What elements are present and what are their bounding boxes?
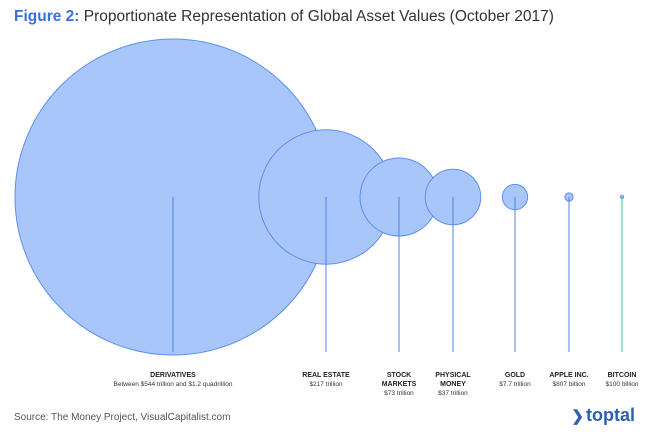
logo-icon: ❯	[571, 408, 584, 425]
category-label: REAL ESTATE	[302, 372, 350, 379]
category-label: BITCOIN	[607, 372, 637, 379]
title-label: Figure 2:	[14, 8, 80, 25]
value-label: Between $544 trillion and $1.2 quadrilli…	[113, 381, 233, 388]
category-label: GOLD	[504, 372, 526, 379]
logo-text: toptal	[586, 405, 635, 425]
category-label: STOCK MARKETS	[381, 372, 417, 388]
value-label: $100 billion	[605, 381, 639, 388]
bubble-label: STOCK MARKETS $73 trillion	[379, 371, 419, 398]
bubble-label: APPLE INC. $807 billion	[547, 371, 591, 389]
bubble-label: GOLD $7.7 trillion	[495, 371, 535, 389]
value-label: $217 trillion	[309, 381, 343, 388]
bubble-label: REAL ESTATE $217 trillion	[296, 371, 356, 389]
category-label: APPLE INC.	[549, 372, 589, 379]
category-label: PHYSICAL MONEY	[435, 372, 471, 388]
bubble-label: DERIVATIVES Between $544 trillion and $1.…	[98, 371, 248, 389]
title: Figure 2: Proportionate Representation o…	[14, 8, 554, 26]
bubble-label: BITCOIN $100 billion	[602, 371, 642, 389]
value-label: $7.7 trillion	[499, 381, 531, 388]
value-label: $807 billion	[552, 381, 586, 388]
logo: ❯ toptal	[571, 405, 635, 426]
title-text: Proportionate Representation of Global A…	[83, 8, 554, 25]
value-label: $37 trillion	[438, 390, 468, 397]
value-label: $73 trillion	[384, 390, 414, 397]
bubble-label: PHYSICAL MONEY $37 trillion	[428, 371, 478, 398]
category-label: DERIVATIVES	[150, 372, 196, 379]
source: Source: The Money Project, VisualCapital…	[14, 412, 231, 423]
